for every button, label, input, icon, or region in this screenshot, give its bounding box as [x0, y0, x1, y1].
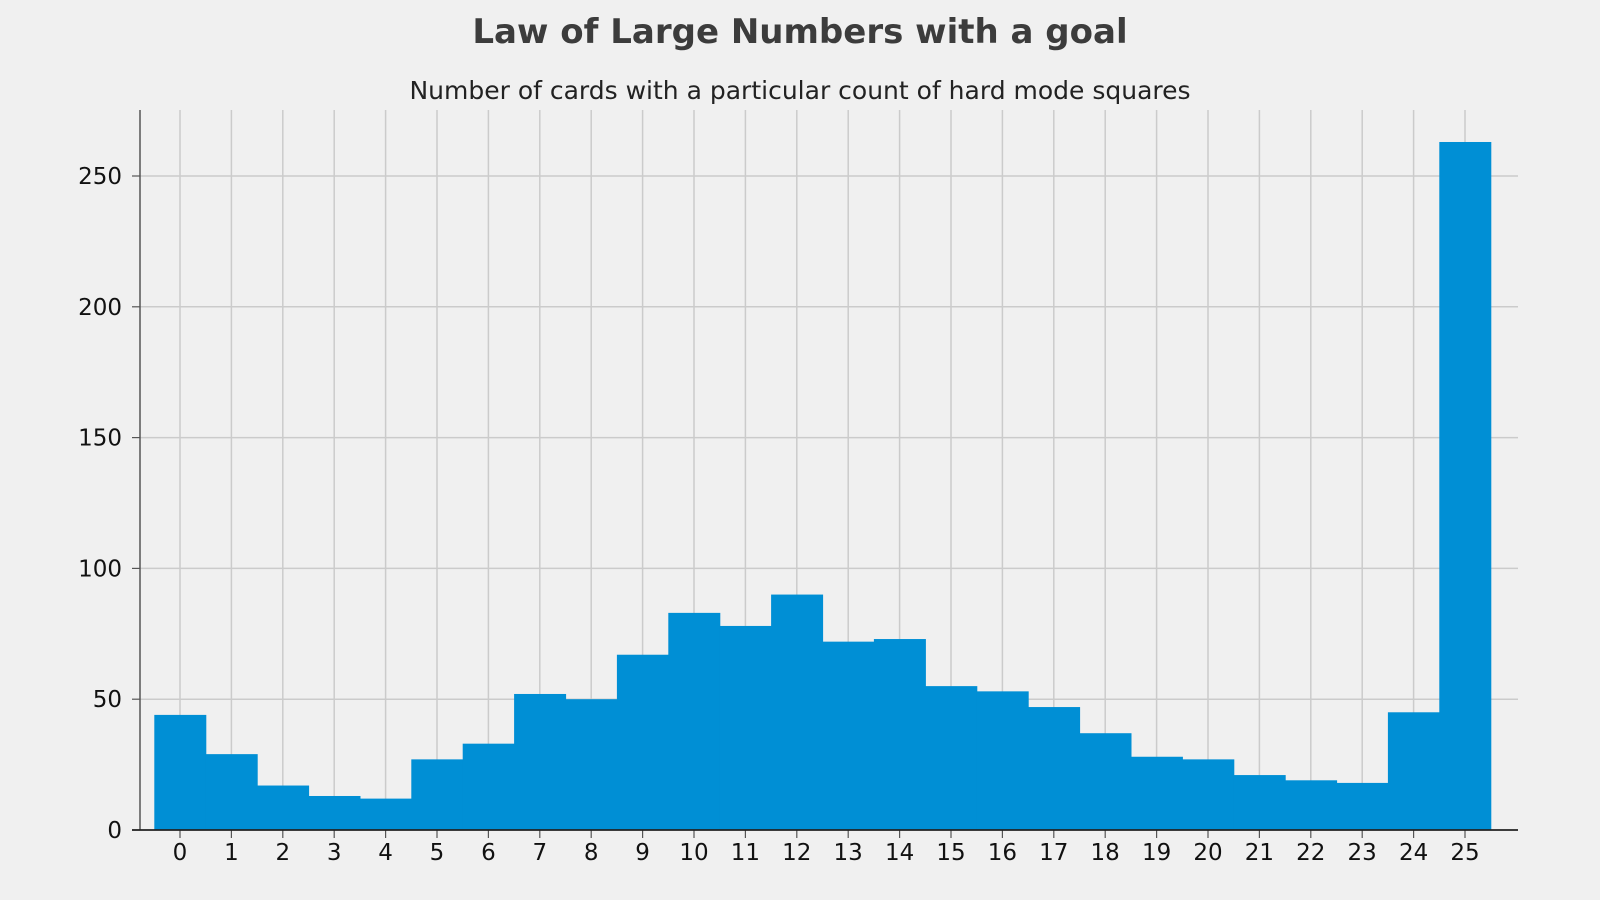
x-tick-label: 17 — [1039, 840, 1068, 866]
x-tick-label: 10 — [679, 840, 708, 866]
bar-1 — [205, 754, 258, 830]
chart-title: Law of Large Numbers with a goal — [472, 12, 1128, 52]
bar-14 — [873, 639, 926, 830]
bar-18 — [1079, 733, 1132, 830]
bar-23 — [1336, 782, 1389, 830]
x-tick-label: 24 — [1399, 840, 1428, 866]
bar-7 — [514, 693, 567, 830]
bar-3 — [308, 795, 361, 830]
bar-8 — [565, 699, 618, 830]
y-tick-label: 150 — [78, 426, 122, 452]
bar-6 — [462, 743, 515, 830]
bar-13 — [822, 641, 875, 830]
bar-0 — [154, 714, 207, 830]
x-tick-label: 23 — [1348, 840, 1377, 866]
bar-21 — [1233, 775, 1286, 830]
x-tick-label: 7 — [532, 840, 547, 866]
bar-20 — [1182, 759, 1235, 830]
bar-11 — [719, 625, 772, 830]
x-tick-label: 25 — [1450, 840, 1479, 866]
x-tick-label: 22 — [1296, 840, 1325, 866]
x-tick-label: 6 — [481, 840, 496, 866]
x-tick-label: 14 — [885, 840, 914, 866]
bar-5 — [411, 759, 464, 830]
y-tick-label: 100 — [78, 556, 122, 582]
bar-24 — [1387, 712, 1440, 830]
chart-subtitle: Number of cards with a particular count … — [409, 76, 1191, 105]
x-tick-label: 20 — [1193, 840, 1222, 866]
bar-10 — [668, 612, 721, 830]
bar-9 — [616, 654, 669, 830]
y-tick-label: 50 — [93, 687, 122, 713]
x-tick-label: 13 — [834, 840, 863, 866]
x-tick-label: 2 — [275, 840, 290, 866]
axes — [132, 110, 1518, 838]
bars — [154, 141, 1492, 830]
bar-12 — [771, 594, 824, 830]
x-tick-label: 11 — [731, 840, 760, 866]
bar-22 — [1285, 780, 1338, 830]
x-tick-label: 4 — [378, 840, 393, 866]
x-tick-label: 21 — [1245, 840, 1274, 866]
x-tick-label: 1 — [224, 840, 239, 866]
y-tick-label: 0 — [107, 818, 122, 844]
x-tick-label: 0 — [173, 840, 188, 866]
bar-19 — [1130, 756, 1183, 830]
x-tick-label: 8 — [584, 840, 599, 866]
x-tick-label: 18 — [1091, 840, 1120, 866]
x-tick-label: 12 — [782, 840, 811, 866]
x-tick-label: 9 — [635, 840, 650, 866]
bar-25 — [1439, 141, 1492, 830]
x-tick-label: 15 — [936, 840, 965, 866]
x-tick-label: 5 — [430, 840, 445, 866]
x-tick-label: 16 — [988, 840, 1017, 866]
y-tick-label: 200 — [78, 295, 122, 321]
bar-15 — [925, 686, 978, 830]
bar-2 — [257, 785, 310, 830]
x-tick-label: 19 — [1142, 840, 1171, 866]
bar-17 — [1028, 707, 1081, 830]
x-tick-label: 3 — [327, 840, 342, 866]
bar-16 — [976, 691, 1029, 830]
y-tick-label: 250 — [78, 164, 122, 190]
bar-4 — [359, 798, 412, 830]
